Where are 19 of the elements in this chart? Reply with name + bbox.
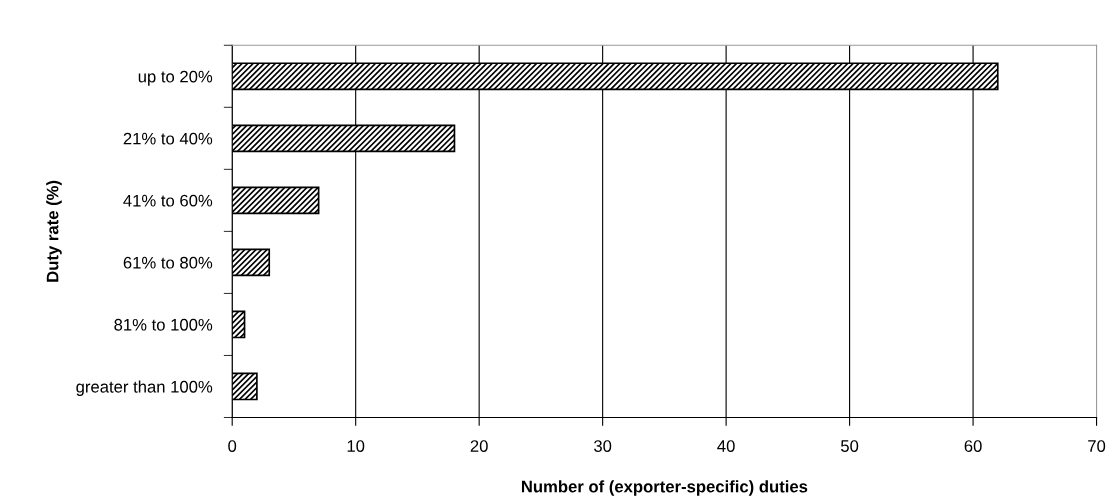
x-tick-label: 30 xyxy=(594,440,612,452)
y-tick-label: greater than 100% xyxy=(76,380,213,396)
y-tick-label: 21% to 40% xyxy=(123,132,213,145)
y-tick-label: 41% to 60% xyxy=(123,194,213,207)
x-tick-label: 0 xyxy=(228,440,237,452)
x-tick-label: 70 xyxy=(1088,440,1106,452)
bar xyxy=(232,372,258,401)
x-axis-title: Number of (exporter-specific) duties xyxy=(521,480,808,496)
bar xyxy=(232,186,320,215)
y-tick-label: 81% to 100% xyxy=(114,318,213,331)
y-axis-title: Duty rate (%) xyxy=(46,180,62,282)
x-tick-label: 50 xyxy=(841,440,859,452)
bar xyxy=(232,248,271,277)
x-tick-label: 60 xyxy=(964,440,982,452)
y-tick-label: 61% to 80% xyxy=(123,256,213,269)
x-tick-label: 40 xyxy=(717,440,735,452)
x-tick-label: 10 xyxy=(347,440,365,452)
y-tick-label: up to 20% xyxy=(138,70,213,86)
x-tick-label: 20 xyxy=(470,440,488,452)
